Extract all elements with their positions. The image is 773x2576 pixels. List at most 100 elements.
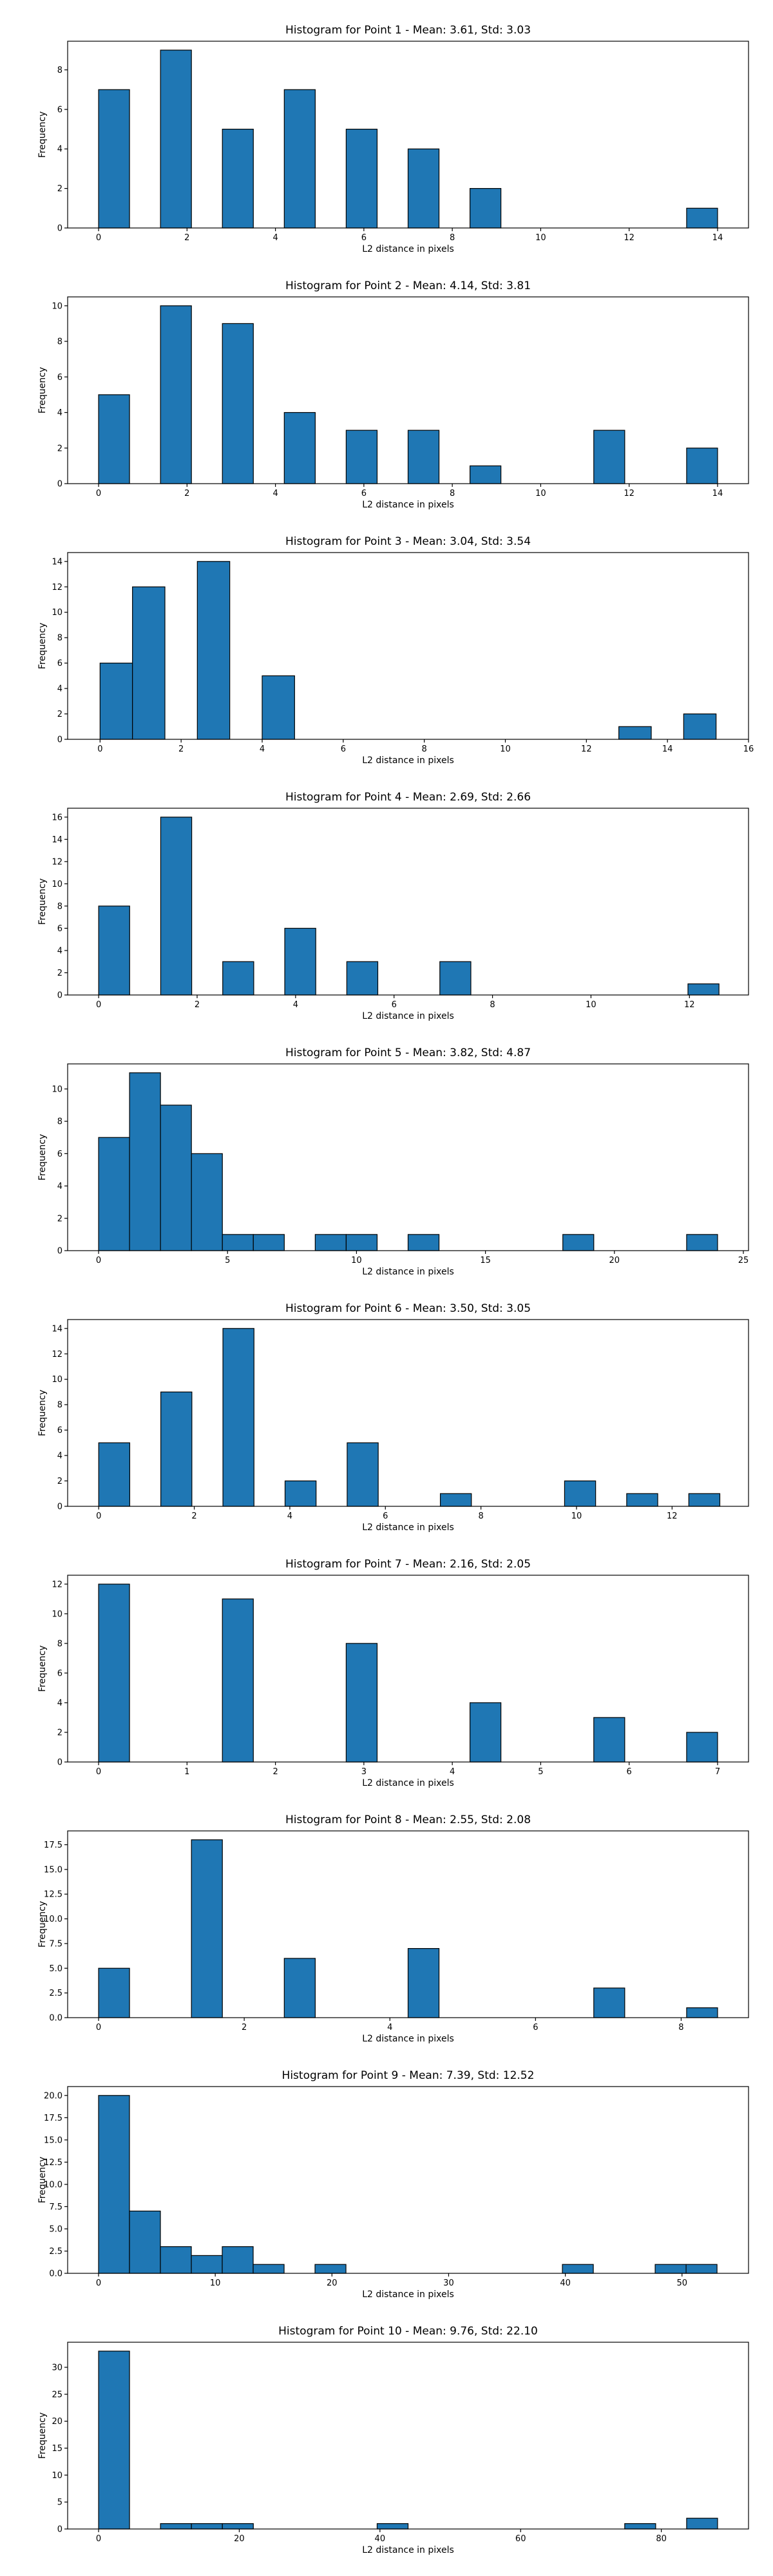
x-tick-label: 10 bbox=[535, 233, 546, 243]
x-axis-label: L2 distance in pixels bbox=[362, 1522, 454, 1533]
histogram-bar bbox=[129, 2210, 161, 2274]
plot-frame bbox=[67, 2086, 749, 2274]
histogram-bar bbox=[283, 89, 316, 229]
y-tick-label: 4 bbox=[57, 408, 62, 418]
histogram-bar bbox=[284, 1480, 317, 1507]
histogram-bar bbox=[347, 1442, 379, 1507]
y-tick-label: 25 bbox=[52, 2390, 62, 2400]
histogram-bar bbox=[564, 1480, 596, 1507]
x-tick-label: 6 bbox=[627, 1767, 632, 1777]
histogram-bar bbox=[160, 2246, 192, 2274]
y-tick-label: 6 bbox=[57, 105, 62, 115]
x-tick-label: 8 bbox=[678, 2023, 683, 2032]
x-tick-label: 20 bbox=[327, 2278, 338, 2288]
histogram-bar bbox=[129, 1072, 161, 1251]
histogram-bar bbox=[683, 713, 717, 740]
histogram-bar bbox=[253, 1234, 285, 1251]
y-tick-label: 10 bbox=[52, 608, 62, 618]
histogram-bar bbox=[283, 412, 316, 484]
chart-title: Histogram for Point 9 - Mean: 7.39, Std:… bbox=[282, 2069, 535, 2082]
x-tick-label: 20 bbox=[609, 1256, 620, 1265]
x-axis-label: L2 distance in pixels bbox=[362, 2034, 454, 2044]
histogram-bar bbox=[686, 448, 718, 484]
x-tick-label: 0 bbox=[96, 2278, 101, 2288]
y-axis-label: Frequency bbox=[37, 878, 48, 925]
x-tick-label: 12 bbox=[667, 1511, 678, 1521]
plot-frame bbox=[67, 1063, 749, 1251]
y-tick-label: 5.0 bbox=[49, 2224, 62, 2234]
y-tick-label: 12 bbox=[52, 583, 62, 592]
histogram-bar bbox=[686, 2007, 718, 2018]
y-axis-label: Frequency bbox=[37, 1134, 48, 1180]
x-tick-label: 8 bbox=[478, 1511, 483, 1521]
histogram-bar bbox=[376, 2523, 409, 2530]
histogram-bar bbox=[98, 89, 130, 229]
x-tick-label: 16 bbox=[743, 744, 754, 754]
x-tick-label: 0 bbox=[96, 489, 101, 498]
histogram-bar bbox=[191, 1839, 223, 2018]
x-tick-label: 4 bbox=[450, 1767, 455, 1777]
histogram-bar bbox=[222, 1234, 254, 1251]
plot-frame bbox=[67, 296, 749, 484]
x-tick-label: 10 bbox=[535, 489, 546, 498]
x-tick-label: 40 bbox=[560, 2278, 571, 2288]
plot-frame bbox=[67, 41, 749, 229]
x-tick-label: 6 bbox=[361, 489, 367, 498]
histogram-bar bbox=[222, 1328, 254, 1507]
histogram-bar bbox=[98, 1137, 130, 1251]
histogram-bar bbox=[99, 663, 133, 740]
histogram-bar bbox=[686, 1732, 718, 1763]
x-tick-label: 15 bbox=[480, 1256, 491, 1265]
x-tick-label: 4 bbox=[272, 489, 278, 498]
histogram-bar bbox=[222, 2523, 254, 2530]
y-tick-label: 20.0 bbox=[44, 2091, 62, 2101]
x-tick-label: 6 bbox=[533, 2023, 538, 2032]
x-tick-label: 0 bbox=[96, 233, 101, 243]
histogram-bar bbox=[98, 905, 130, 996]
y-tick-label: 12 bbox=[52, 857, 62, 867]
x-tick-label: 0 bbox=[96, 1767, 101, 1777]
x-axis-label: L2 distance in pixels bbox=[362, 2545, 454, 2555]
histogram-bar bbox=[98, 2095, 130, 2274]
histogram-panel-6: Histogram for Point 6 - Mean: 3.50, Std:… bbox=[37, 1302, 749, 1533]
histogram-bar bbox=[345, 1643, 378, 1763]
y-tick-label: 8 bbox=[57, 337, 62, 347]
y-tick-label: 6 bbox=[57, 1426, 62, 1435]
histogram-bar bbox=[562, 2264, 594, 2274]
histogram-panel-3: Histogram for Point 3 - Mean: 3.04, Std:… bbox=[37, 535, 754, 766]
x-tick-label: 60 bbox=[515, 2534, 526, 2544]
histogram-bar bbox=[345, 1234, 378, 1251]
histogram-panel-4: Histogram for Point 4 - Mean: 2.69, Std:… bbox=[37, 791, 749, 1021]
y-axis-label: Frequency bbox=[37, 367, 48, 413]
x-tick-label: 8 bbox=[450, 233, 455, 243]
y-tick-label: 12 bbox=[52, 1580, 62, 1589]
histogram-bar bbox=[191, 1153, 223, 1251]
y-tick-label: 12.5 bbox=[44, 1890, 62, 1900]
x-tick-label: 2 bbox=[184, 489, 189, 498]
y-tick-label: 20 bbox=[52, 2417, 62, 2427]
histogram-panel-10: Histogram for Point 10 - Mean: 9.76, Std… bbox=[37, 2325, 749, 2555]
x-axis-label: L2 distance in pixels bbox=[362, 1011, 454, 1021]
x-tick-label: 14 bbox=[662, 744, 673, 754]
y-tick-label: 8 bbox=[57, 66, 62, 75]
x-tick-label: 7 bbox=[715, 1767, 720, 1777]
histogram-bar bbox=[160, 50, 192, 229]
x-tick-label: 12 bbox=[624, 489, 635, 498]
x-tick-label: 25 bbox=[738, 1256, 749, 1265]
x-tick-label: 3 bbox=[361, 1767, 367, 1777]
y-tick-label: 8 bbox=[57, 1401, 62, 1410]
histogram-bar bbox=[593, 1987, 625, 2018]
x-tick-label: 2 bbox=[191, 1511, 196, 1521]
histogram-bar bbox=[191, 2255, 223, 2274]
y-axis-label: Frequency bbox=[37, 1390, 48, 1436]
histogram-bar bbox=[469, 1702, 502, 1763]
y-tick-label: 2.5 bbox=[49, 1989, 62, 1998]
histogram-bar bbox=[345, 128, 378, 229]
x-tick-label: 0 bbox=[96, 1511, 101, 1521]
chart-title: Histogram for Point 1 - Mean: 3.61, Std:… bbox=[285, 24, 531, 37]
x-axis-label: L2 distance in pixels bbox=[362, 1267, 454, 1277]
y-tick-label: 4 bbox=[57, 145, 62, 155]
chart-title: Histogram for Point 5 - Mean: 3.82, Std:… bbox=[285, 1046, 531, 1059]
y-tick-label: 0.0 bbox=[49, 2269, 62, 2279]
